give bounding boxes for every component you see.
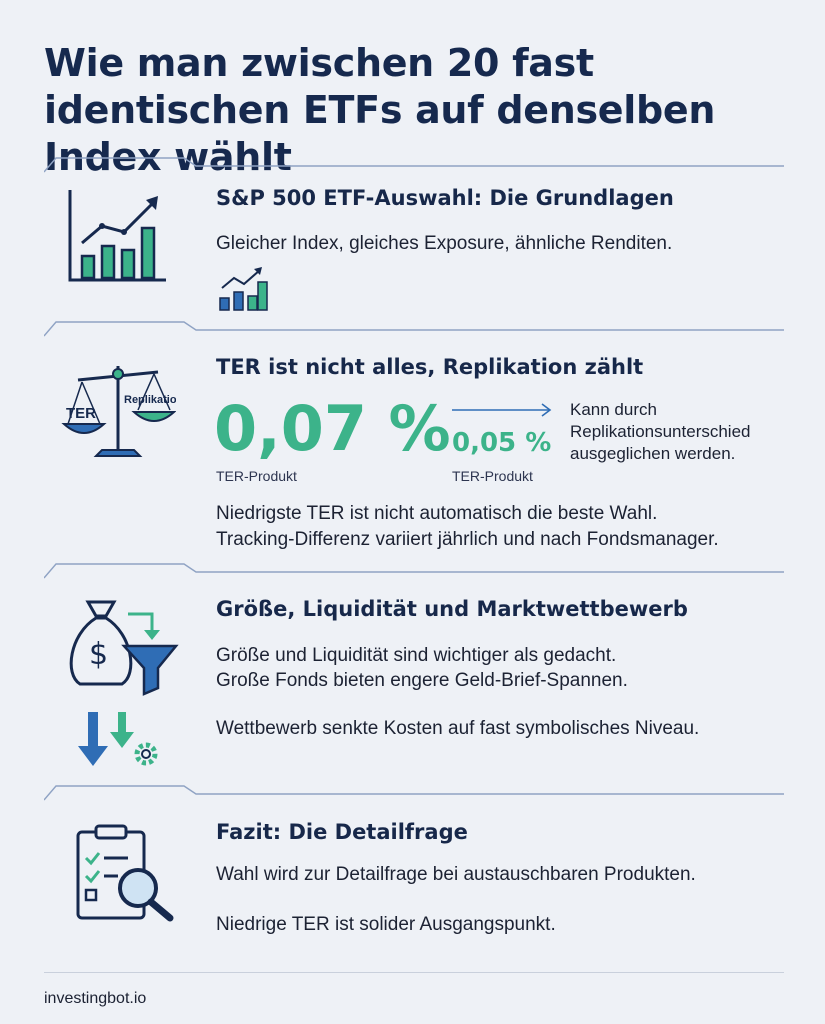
- section-text: Größe und Liquidität sind wichtiger als …: [216, 645, 617, 666]
- ter-value-small: 0,05 %: [452, 428, 552, 458]
- section-divider: [44, 321, 784, 337]
- ter-label-2: TER-Produkt: [452, 468, 533, 484]
- scale-label-ter: TER: [66, 405, 96, 422]
- small-bar-chart-icon: [219, 267, 268, 311]
- scale-label-replikation: Replikation: [124, 394, 176, 406]
- down-arrows-gear-icon: [78, 712, 158, 766]
- ter-label: TER-Produkt: [216, 468, 297, 484]
- section-text: Große Fonds bieten engere Geld-Brief-Spa…: [216, 670, 628, 691]
- svg-text:$: $: [89, 637, 108, 672]
- section-heading: Größe, Liquidität und Marktwettbewerb: [216, 597, 688, 621]
- section-divider: [44, 563, 784, 579]
- money-bag-funnel-icon: $: [69, 600, 179, 696]
- section-text: Gleicher Index, gleiches Exposure, ähnli…: [216, 233, 673, 254]
- replication-note: Kann durch Replikationsunterschied ausge…: [570, 400, 751, 463]
- page-title: Wie man zwischen 20 fast identischen ETF…: [44, 41, 716, 179]
- ter-value-large: 0,07 %: [214, 392, 451, 465]
- footer-divider: [44, 972, 784, 973]
- clipboard-magnifier-icon: [76, 824, 174, 922]
- bar-chart-growth-icon: [68, 190, 166, 282]
- section-text: Wettbewerb senkte Kosten auf fast symbol…: [216, 718, 700, 739]
- section-divider: [44, 785, 784, 801]
- section-text: Wahl wird zur Detailfrage bei austauschb…: [216, 864, 696, 885]
- section-heading: S&P 500 ETF-Auswahl: Die Grundlagen: [216, 186, 674, 210]
- section-divider: [44, 157, 784, 173]
- section-heading: TER ist nicht alles, Replikation zählt: [216, 355, 644, 379]
- balance-scale-icon: TER Replikation: [61, 366, 176, 457]
- footer-brand: investingbot.io: [44, 990, 147, 1007]
- section-heading: Fazit: Die Detailfrage: [216, 820, 468, 844]
- arrow-right-icon: [452, 403, 552, 417]
- section-text: Niedrigste TER ist nicht automatisch die…: [216, 503, 658, 524]
- section-text: Niedrige TER ist solider Ausgangspunkt.: [216, 914, 556, 935]
- section-text: Tracking-Differenz variiert jährlich und…: [216, 529, 719, 550]
